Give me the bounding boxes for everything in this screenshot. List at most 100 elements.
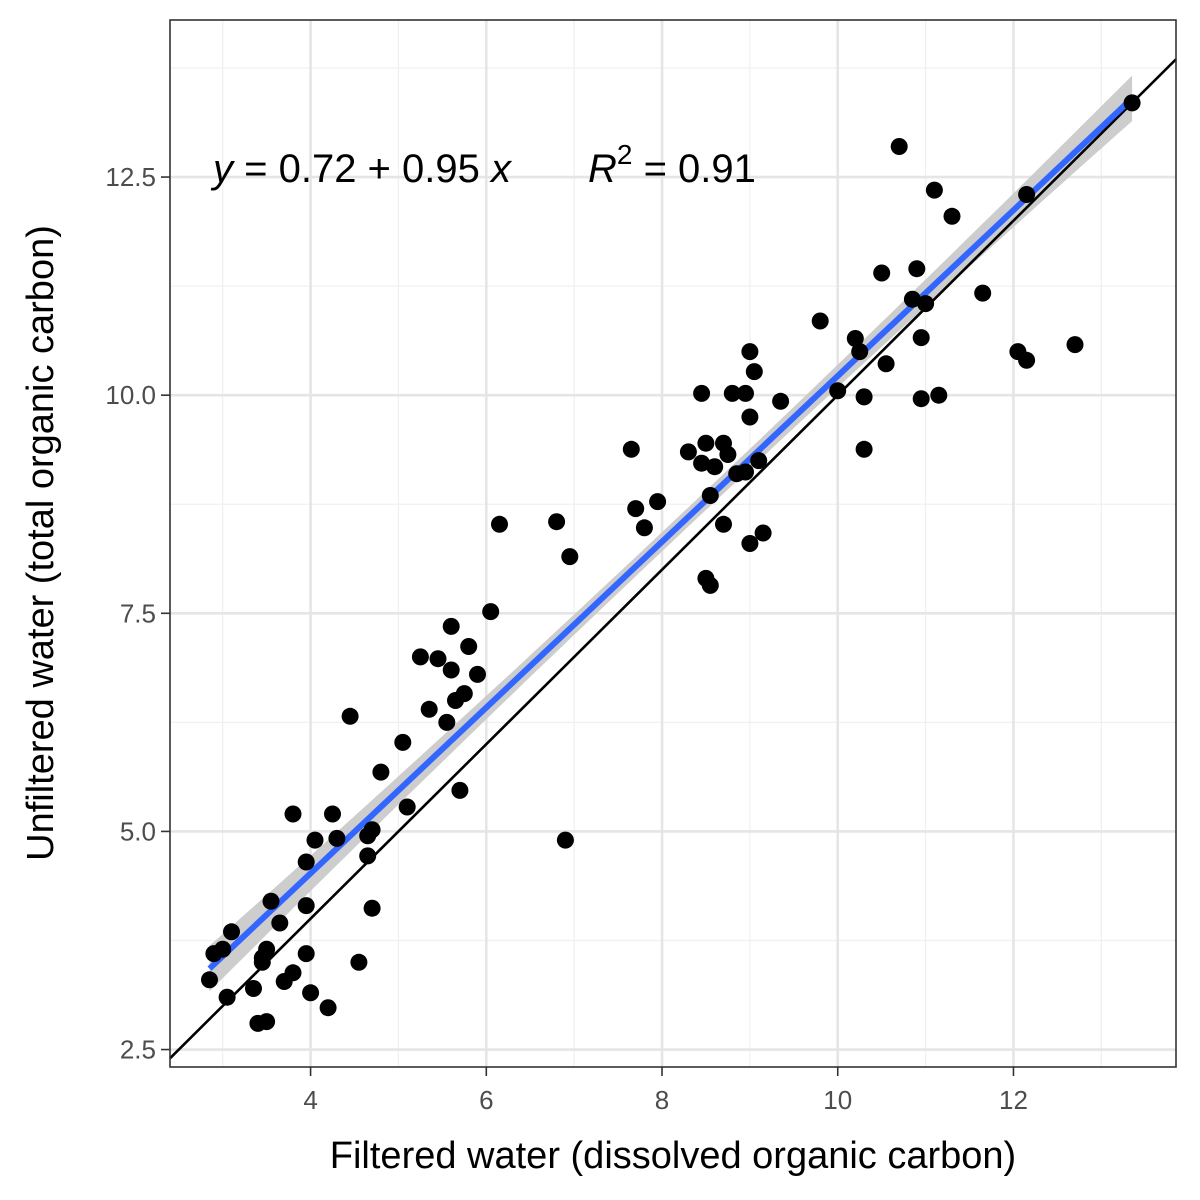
data-point	[706, 458, 724, 476]
data-point	[460, 638, 478, 655]
x-tick-label: 12	[999, 1085, 1028, 1115]
equation-y-variable: y	[210, 147, 236, 191]
r-squared-value: = 0.91	[632, 147, 755, 191]
data-point	[745, 363, 763, 381]
y-axis-title: Unfiltered water (total organic carbon)	[20, 225, 62, 861]
equation-body: = 0.72 + 0.95	[233, 147, 491, 191]
y-axis-ticks: 2.5 5.0 7.5 10.0 12.5	[105, 162, 170, 1065]
data-point	[284, 964, 302, 982]
data-point	[855, 388, 873, 406]
data-point	[829, 382, 847, 400]
data-point	[420, 700, 438, 718]
data-point	[627, 500, 645, 518]
data-point	[701, 576, 719, 594]
data-point	[737, 384, 754, 402]
data-point	[737, 463, 754, 481]
data-point	[201, 971, 218, 989]
data-point	[297, 945, 315, 963]
data-point	[258, 940, 276, 958]
regression-line-path	[207, 96, 1135, 971]
y-tick-label: 5.0	[120, 816, 156, 846]
y-tick-label: 7.5	[120, 598, 156, 628]
data-point	[491, 515, 508, 533]
data-point	[561, 548, 579, 566]
data-point	[297, 897, 315, 915]
data-point	[394, 733, 412, 751]
identity-line	[169, 58, 1177, 1060]
data-point	[719, 446, 737, 463]
data-point	[750, 452, 768, 470]
data-point	[214, 940, 232, 958]
data-point	[482, 603, 500, 621]
data-point	[754, 524, 772, 542]
equation-x-variable: x	[489, 147, 513, 191]
data-point	[890, 138, 908, 155]
data-point	[912, 390, 930, 408]
plot-panel-border	[169, 19, 1177, 1068]
data-point	[741, 535, 759, 552]
data-point	[635, 519, 653, 537]
data-point	[649, 493, 667, 511]
r-squared-power: 2	[617, 139, 633, 170]
data-point	[245, 980, 262, 997]
identity-line-path	[169, 58, 1177, 1060]
y-tick-label: 12.5	[105, 162, 156, 192]
data-point	[811, 312, 829, 330]
data-point	[741, 343, 759, 361]
data-point	[873, 264, 891, 282]
x-axis-ticks: 4 6 8 10 12	[303, 1067, 1028, 1115]
y-tick-label: 2.5	[120, 1035, 156, 1065]
data-point	[548, 513, 566, 531]
y-tick-label: 10.0	[105, 380, 156, 410]
data-point	[679, 443, 697, 461]
data-point	[319, 999, 337, 1017]
data-point	[363, 899, 381, 917]
data-point	[846, 330, 864, 347]
data-point	[429, 650, 447, 668]
data-point	[741, 408, 759, 426]
data-point	[693, 384, 711, 402]
data-point	[925, 181, 943, 199]
data-point	[877, 355, 895, 373]
data-point	[1018, 351, 1036, 369]
x-tick-label: 8	[655, 1085, 669, 1115]
data-point	[455, 685, 473, 703]
data-point	[912, 329, 930, 347]
data-point	[350, 953, 368, 971]
data-point	[218, 988, 236, 1006]
data-point	[451, 781, 469, 799]
data-point	[930, 386, 948, 404]
data-point	[363, 821, 381, 839]
data-points	[201, 94, 1141, 1032]
data-point	[908, 260, 926, 278]
x-axis-title: Filtered water (dissolved organic carbon…	[330, 1135, 1016, 1177]
data-point	[442, 617, 460, 635]
data-point	[715, 515, 732, 533]
data-point	[556, 831, 574, 849]
x-tick-label: 4	[303, 1085, 317, 1115]
data-point	[306, 831, 324, 849]
regression-equation: y = 0.72 + 0.95 x R2 = 0.91	[210, 139, 756, 191]
data-point	[943, 207, 961, 225]
data-point	[723, 384, 741, 402]
data-point	[1123, 94, 1141, 112]
data-point	[411, 648, 429, 666]
data-point	[851, 343, 869, 361]
data-point	[469, 665, 486, 683]
data-point	[697, 434, 715, 452]
data-point	[917, 295, 935, 313]
data-point	[328, 829, 346, 847]
data-point	[622, 440, 640, 458]
data-point	[284, 805, 302, 823]
data-point	[772, 392, 790, 410]
data-point	[297, 853, 315, 871]
data-point	[271, 914, 289, 932]
data-point	[324, 805, 341, 823]
x-tick-label: 6	[479, 1085, 493, 1115]
regression-line	[207, 96, 1135, 971]
data-point	[223, 923, 240, 941]
data-point	[1066, 336, 1084, 354]
data-point	[262, 892, 280, 910]
data-point	[341, 707, 359, 725]
